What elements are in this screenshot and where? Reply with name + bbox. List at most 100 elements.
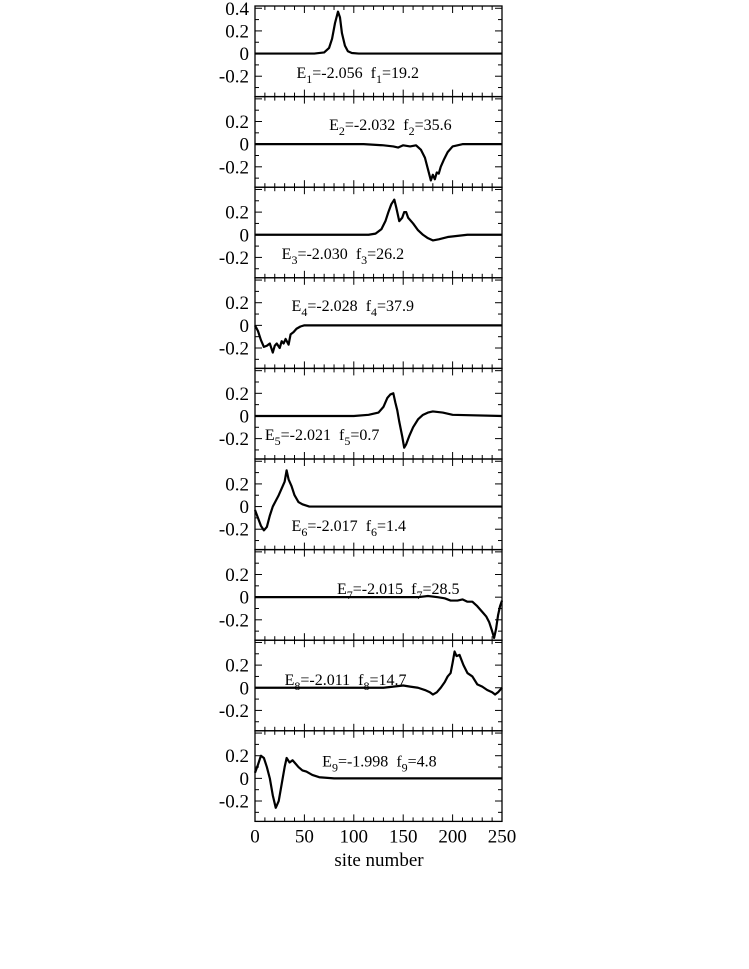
annotation-part: f [363, 65, 377, 82]
y-tick-label: -0.2 [219, 67, 249, 88]
x-tick-label: 0 [250, 826, 260, 847]
y-tick-label: -0.2 [219, 248, 249, 269]
annotation-part: =-2.028 [307, 298, 357, 315]
series-line [254, 324, 502, 354]
annotation-part: f [395, 117, 409, 134]
panel-7: 0.20-0.2E7=-2.015 f7=28.5 [219, 548, 504, 641]
annotation-part: f [331, 427, 345, 444]
panel-1: 0.40.20-0.2 E1=-2.056 f1=19.2 [219, 0, 503, 98]
panel-annotation: E2=-2.032 f2=35.6 [329, 117, 452, 138]
annotation-part: =-2.032 [345, 117, 395, 134]
annotation-part: =0.7 [350, 427, 379, 444]
y-tick-label: 0.2 [225, 21, 249, 42]
series-line [253, 754, 502, 809]
y-tick-label: 0.2 [225, 293, 249, 314]
annotation-part: f [350, 672, 364, 689]
annotation-part: E [285, 672, 295, 689]
panel-annotation: E5=-2.021 f5=0.7 [265, 427, 380, 448]
subscript: 9 [332, 760, 338, 774]
series-line [255, 10, 502, 55]
panel-frame [254, 458, 503, 551]
series-line [255, 198, 502, 242]
subscript: 5 [275, 434, 281, 448]
annotation-part: =-2.021 [281, 427, 331, 444]
x-tick-label: 150 [389, 826, 418, 847]
subscript: 1 [376, 72, 382, 86]
panel-annotation: E1=-2.056 f1=19.2 [296, 65, 419, 86]
annotation-part: =-2.015 [353, 581, 403, 598]
subscript: 1 [306, 72, 312, 86]
subscript: 8 [294, 679, 300, 693]
annotation-part: f [388, 753, 402, 770]
annotation-part: =-2.056 [312, 65, 362, 82]
subscript: 6 [301, 525, 307, 539]
y-tick-label: 0 [240, 769, 250, 790]
panels-group: 0.40.20-0.2 E1=-2.056 f1=19.20.20-0.2E2=-… [219, 0, 504, 823]
y-tick-label: -0.2 [219, 429, 249, 450]
annotation-part: E [265, 427, 275, 444]
y-tick-label: 0 [240, 588, 250, 609]
annotation-part: f [348, 246, 362, 263]
subscript: 2 [409, 124, 415, 138]
panel-9: 0.20-0.2E9=-1.998 f9=4.8 [219, 730, 503, 823]
y-tick-label: 0 [240, 497, 250, 518]
panel-annotation: E6=-2.017 f6=1.4 [292, 518, 407, 539]
subscript: 5 [344, 434, 350, 448]
y-tick-label: 0.4 [225, 0, 249, 20]
series-line [255, 392, 503, 449]
annotation-part: E [292, 298, 302, 315]
series-line [255, 594, 504, 640]
panel-2: 0.20-0.2E2=-2.032 f2=35.6 [219, 95, 503, 188]
annotation-part: =-2.017 [307, 518, 357, 535]
annotation-part: =14.7 [370, 672, 407, 689]
annotation-part: E [296, 65, 306, 82]
annotation-part: =26.2 [367, 246, 404, 263]
panel-frame [254, 730, 503, 823]
y-tick-label: 0 [240, 44, 250, 65]
annotation-part: E [282, 246, 292, 263]
y-tick-label: 0 [240, 225, 250, 246]
subscript: 4 [301, 305, 307, 319]
y-tick-label: -0.2 [219, 157, 249, 178]
annotation-part: =1.4 [377, 518, 406, 535]
y-tick-label: -0.2 [219, 520, 249, 541]
panel-5: 0.20-0.2 E5=-2.021 f5=0.7 [219, 367, 503, 460]
y-tick-label: 0.2 [225, 384, 249, 405]
subscript: 8 [364, 679, 370, 693]
panel-6: 0.20-0.2 E6=-2.017 f6=1.4 [219, 458, 503, 551]
subscript: 4 [371, 305, 377, 319]
annotation-part: =37.9 [377, 298, 414, 315]
panel-annotation: E9=-1.998 f9=4.8 [322, 753, 437, 774]
x-tick-label: 200 [438, 826, 467, 847]
annotation-part: =4.8 [408, 753, 437, 770]
y-tick-label: -0.2 [219, 792, 249, 813]
subscript: 7 [416, 588, 422, 602]
y-tick-label: 0.2 [225, 656, 249, 677]
subscript: 9 [402, 760, 408, 774]
annotation-part: f [403, 581, 417, 598]
x-tick-label: 100 [340, 826, 369, 847]
annotation-part: f [358, 298, 372, 315]
y-tick-label: -0.2 [219, 610, 249, 631]
x-tick-label: 250 [488, 826, 517, 847]
y-tick-label: 0 [240, 406, 250, 427]
annotation-part: f [358, 518, 372, 535]
y-tick-label: 0 [240, 135, 250, 156]
panel-frame [254, 277, 503, 370]
panel-annotation: E7=-2.015 f7=28.5 [337, 581, 460, 602]
annotation-part: =-1.998 [338, 753, 388, 770]
panel-8: 0.20-0.2E8=-2.011 f8=14.7 [219, 639, 503, 732]
series-line [255, 143, 502, 182]
annotation-part: E [322, 753, 332, 770]
panel-annotation: E4=-2.028 f4=37.9 [292, 298, 415, 319]
y-tick-label: 0.2 [225, 474, 249, 495]
annotation-part: E [329, 117, 339, 134]
panel-3: 0.20-0.2 E3=-2.030 f3=26.2 [219, 186, 503, 279]
panel-annotation: E3=-2.030 f3=26.2 [282, 246, 405, 267]
y-tick-label: 0 [240, 316, 250, 337]
subscript: 7 [347, 588, 353, 602]
x-axis-label: site number [334, 850, 424, 871]
y-tick-label: -0.2 [219, 701, 249, 722]
annotation-part: E [337, 581, 347, 598]
panel-annotation: E8=-2.011 f8=14.7 [285, 672, 407, 693]
